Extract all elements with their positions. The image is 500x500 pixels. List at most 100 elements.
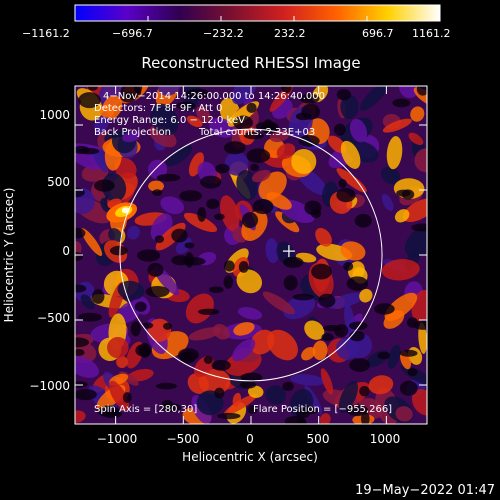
heatmap-trough [399,380,418,396]
heatmap-trough [233,115,253,130]
heatmap-trough [246,102,257,114]
heatmap-blob [380,166,401,185]
heatmap-blob [223,394,257,416]
heatmap-trough [416,86,427,96]
heatmap-trough [75,348,85,357]
colorbar-tick-label: −696.7 [112,27,153,40]
heatmap-blob [291,148,317,175]
heatmap-trough [197,308,220,316]
heatmap-trough [336,88,352,101]
solar-disk-limb [119,128,383,382]
heatmap-trough [298,135,320,147]
chart-title: Reconstructed RHESSI Image [141,54,360,72]
heatmap-trough [252,198,274,215]
heatmap-trough [122,392,132,403]
x-tick-label: −500 [167,432,200,446]
heatmap-trough [75,388,97,401]
heatmap-trough [161,403,182,413]
heatmap-trough [214,387,225,399]
heatmap-blob [224,151,249,176]
heatmap-trough [321,333,334,341]
heatmap-blob [289,374,325,386]
x-tick-label: 500 [307,432,330,446]
heatmap-trough [296,418,307,424]
heatmap-trough [147,262,164,277]
heatmap-trough [292,293,314,301]
heatmap-blob [127,225,140,240]
heatmap-trough [184,242,195,249]
heatmap-trough [346,404,369,417]
heatmap-blob [266,192,292,210]
heatmap-blob [185,293,214,324]
heatmap-blob [75,410,86,424]
axis-ticks [75,86,427,424]
heatmap-trough [311,263,332,280]
heatmap-blob [340,94,359,120]
heatmap-blob [327,292,365,309]
heatmap-trough [238,260,249,273]
heatmap-trough [156,173,181,182]
heatmap-trough [392,98,411,108]
heatmap-trough [130,321,141,337]
heatmap-blob [404,226,427,258]
heatmap-blob [340,140,361,169]
heatmap-blob [188,327,222,341]
heatmap-trough [156,382,177,390]
heatmap-blob [315,228,332,247]
footer-timestamp: 19−May−2022 01:47 [355,483,495,498]
colorbar-tick-label: 1161.2 [412,27,451,40]
heatmap-trough [239,380,257,389]
heatmap-blob [116,356,128,369]
spin-axis-annotation: Spin Axis = [280,30] [94,404,197,415]
heatmap-blob [395,406,413,422]
heatmap-trough [91,289,105,304]
heatmap-trough [354,213,372,228]
heatmap-trough [280,86,292,94]
colorbar-tick-label: 232.2 [274,27,306,40]
heatmap-blob [158,86,182,96]
heatmap-trough [349,358,371,372]
detectors-annotation: Detectors: 7F 8F 9F, Att 0 [94,103,222,114]
colorbar-tick-label: −1161.2 [22,27,70,40]
heatmap-trough [133,86,143,94]
heatmap-trough [338,179,347,189]
heatmap-trough [75,284,87,293]
heatmap-trough [343,261,354,271]
heatmap-blob [108,380,130,411]
heatmap-blob [381,193,394,212]
time-range-annotation: 4−Nov−2014 14:26:00.000 to 14:26:40.000 [103,91,325,102]
heatmap-trough [413,320,427,330]
heatmap-trough [209,286,224,294]
heatmap-trough [141,322,154,329]
heatmap-trough [223,275,234,289]
heatmap-blob [265,238,280,264]
heatmap-blob [81,228,103,257]
heatmap-trough [334,123,346,136]
y-axis-label: Heliocentric Y (arcsec) [2,188,16,323]
energy-range-annotation: Energy Range: 6.0 − 12.0 keV [94,115,245,126]
heatmap-blob [394,209,410,223]
heatmap-blob [384,292,418,322]
heatmap-blob [386,136,403,170]
heatmap-blob [304,320,325,340]
heatmap-blob [150,103,179,136]
x-tick-label: 0 [246,432,254,446]
heatmap-trough [240,372,263,383]
heatmap-blob [231,86,258,105]
heatmap-trough [310,208,322,219]
heatmap-trough [359,385,370,397]
heatmap-blob [147,159,168,179]
heatmap-trough [135,344,152,357]
heatmap-blob [267,329,298,361]
method-annotation: Back Projection [94,127,171,138]
heatmap-trough [178,348,199,362]
heatmap-blob [301,346,316,361]
heatmap-trough [109,245,128,256]
heatmap-blob [219,195,240,232]
heatmap-trough [179,190,203,202]
heatmap-blob [359,86,389,111]
heatmap-trough [318,293,336,308]
heatmap-trough [206,198,220,210]
colorbar-tick-label: −232.2 [203,27,244,40]
heatmap-trough [411,223,427,232]
